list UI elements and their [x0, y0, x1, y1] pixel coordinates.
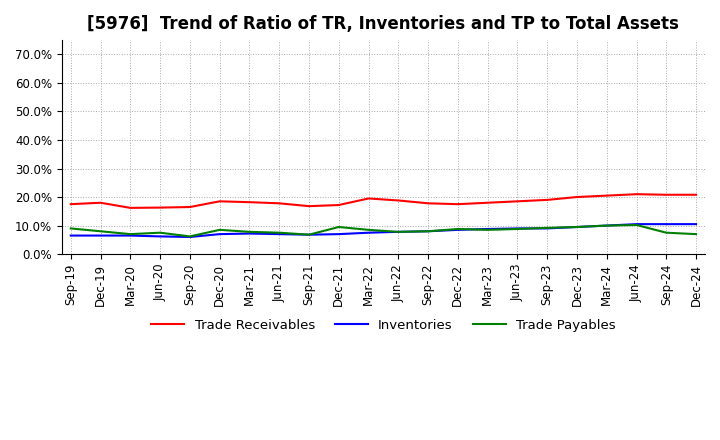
Trade Receivables: [156, 205, 164, 210]
Trade Receivables: [335, 202, 343, 208]
Trade Receivables: [96, 200, 105, 205]
Trade Receivables: [66, 202, 75, 207]
Trade Receivables: [543, 197, 552, 202]
Inventories: [543, 226, 552, 231]
Trade Payables: [305, 232, 313, 237]
Trade Payables: [275, 230, 284, 235]
Trade Receivables: [394, 198, 402, 203]
Trade Payables: [662, 230, 670, 235]
Trade Receivables: [454, 202, 462, 207]
Trade Payables: [186, 234, 194, 239]
Inventories: [632, 221, 641, 227]
Inventories: [483, 226, 492, 231]
Inventories: [305, 232, 313, 237]
Trade Payables: [215, 227, 224, 232]
Trade Payables: [543, 225, 552, 231]
Inventories: [335, 231, 343, 237]
Trade Payables: [603, 223, 611, 228]
Trade Payables: [66, 226, 75, 231]
Inventories: [454, 227, 462, 232]
Inventories: [245, 231, 253, 236]
Trade Payables: [454, 226, 462, 231]
Trade Receivables: [215, 199, 224, 204]
Inventories: [424, 229, 433, 234]
Trade Receivables: [245, 199, 253, 205]
Trade Payables: [394, 229, 402, 235]
Inventories: [186, 235, 194, 240]
Inventories: [66, 233, 75, 238]
Inventories: [513, 226, 522, 231]
Trade Receivables: [305, 204, 313, 209]
Inventories: [662, 221, 670, 227]
Inventories: [96, 233, 105, 238]
Trade Payables: [483, 227, 492, 232]
Trade Payables: [632, 222, 641, 227]
Inventories: [692, 221, 701, 227]
Trade Receivables: [364, 196, 373, 201]
Inventories: [394, 229, 402, 235]
Inventories: [126, 233, 135, 238]
Trade Payables: [364, 227, 373, 232]
Legend: Trade Receivables, Inventories, Trade Payables: Trade Receivables, Inventories, Trade Pa…: [145, 314, 621, 337]
Line: Inventories: Inventories: [71, 224, 696, 237]
Trade Payables: [424, 229, 433, 234]
Trade Receivables: [275, 201, 284, 206]
Trade Receivables: [603, 193, 611, 198]
Trade Receivables: [513, 199, 522, 204]
Trade Receivables: [186, 205, 194, 210]
Trade Receivables: [483, 200, 492, 205]
Trade Payables: [156, 230, 164, 235]
Inventories: [275, 231, 284, 237]
Line: Trade Payables: Trade Payables: [71, 225, 696, 236]
Title: [5976]  Trend of Ratio of TR, Inventories and TP to Total Assets: [5976] Trend of Ratio of TR, Inventories…: [88, 15, 680, 33]
Trade Payables: [513, 226, 522, 231]
Trade Payables: [126, 231, 135, 237]
Inventories: [364, 230, 373, 235]
Inventories: [603, 223, 611, 228]
Trade Payables: [572, 224, 581, 230]
Trade Receivables: [572, 194, 581, 200]
Trade Payables: [692, 231, 701, 237]
Inventories: [156, 234, 164, 239]
Trade Receivables: [692, 192, 701, 198]
Trade Payables: [245, 229, 253, 235]
Line: Trade Receivables: Trade Receivables: [71, 194, 696, 208]
Trade Receivables: [662, 192, 670, 198]
Inventories: [572, 224, 581, 230]
Trade Receivables: [424, 201, 433, 206]
Trade Receivables: [126, 205, 135, 210]
Inventories: [215, 231, 224, 237]
Trade Receivables: [632, 191, 641, 197]
Trade Payables: [335, 224, 343, 230]
Trade Payables: [96, 229, 105, 234]
